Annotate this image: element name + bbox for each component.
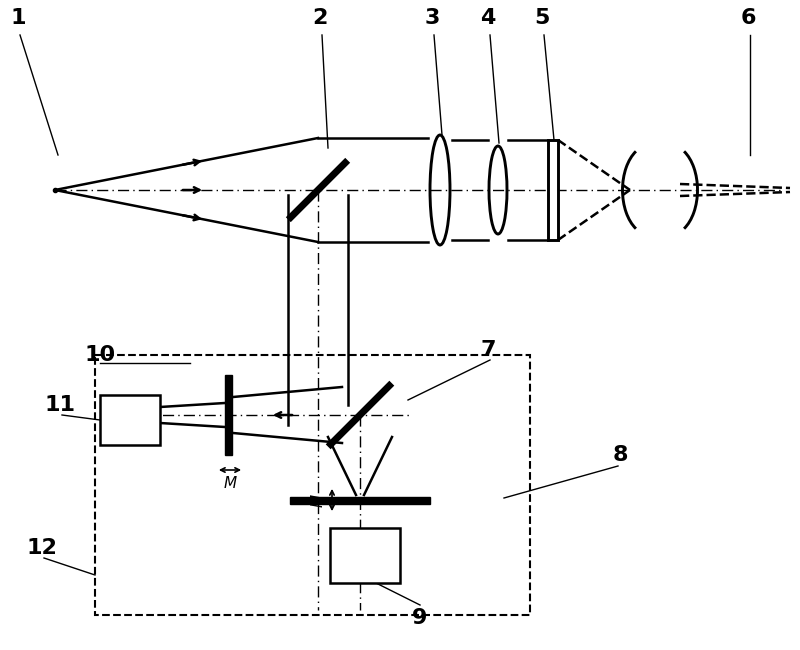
Bar xyxy=(330,528,400,583)
Text: 3: 3 xyxy=(424,8,440,28)
Bar xyxy=(290,497,430,504)
Text: M: M xyxy=(310,493,326,506)
Bar xyxy=(100,395,160,445)
Bar xyxy=(225,375,232,455)
Text: M: M xyxy=(223,476,237,491)
Text: 2: 2 xyxy=(312,8,328,28)
Text: 7: 7 xyxy=(480,340,496,360)
Text: 9: 9 xyxy=(412,608,428,628)
Text: 11: 11 xyxy=(45,395,75,415)
Text: 6: 6 xyxy=(740,8,756,28)
Text: 1: 1 xyxy=(10,8,26,28)
Text: 10: 10 xyxy=(85,345,115,365)
Text: 12: 12 xyxy=(26,538,58,558)
Text: 5: 5 xyxy=(534,8,550,28)
Bar xyxy=(548,140,558,240)
Bar xyxy=(95,355,530,615)
Text: 8: 8 xyxy=(612,445,628,465)
Text: 4: 4 xyxy=(480,8,496,28)
